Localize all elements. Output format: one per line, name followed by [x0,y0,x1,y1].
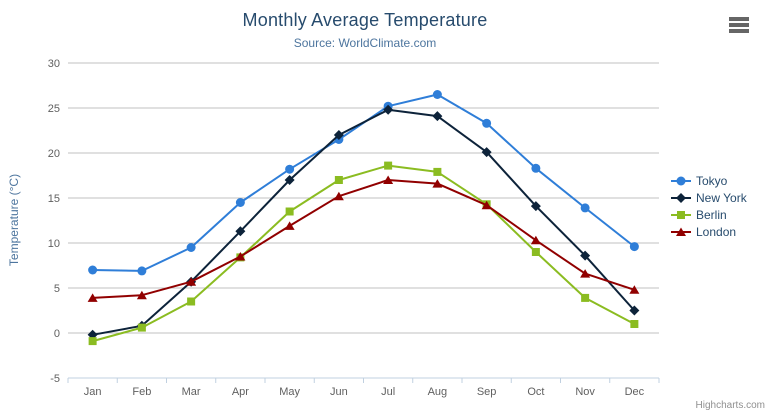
legend-label: New York [696,191,747,205]
credits-link[interactable]: Highcharts.com [695,400,765,411]
marker-tokyo[interactable] [88,265,98,275]
x-axis-label: Oct [527,386,544,398]
legend-symbol-square-icon [671,211,691,219]
marker-new-york[interactable] [432,111,443,122]
x-axis-label: Apr [232,386,249,398]
marker-berlin[interactable] [137,323,146,332]
legend-symbol-marker [676,193,686,203]
x-axis-label: Feb [132,386,151,398]
marker-london[interactable] [481,200,492,210]
y-axis-label: 15 [48,193,60,205]
y-axis-label: 25 [48,103,60,115]
legend-symbol-marker [677,211,685,219]
legend-label: London [696,225,737,239]
series-line-london[interactable] [92,179,635,299]
export-menu-icon[interactable] [729,17,749,33]
legend: Tokyo New York Berlin London [671,174,747,239]
series-line-tokyo[interactable] [92,93,635,272]
burger-bar [729,17,749,21]
x-axis-label: Jun [330,386,348,398]
marker-berlin[interactable] [88,337,97,346]
marker-london[interactable] [432,179,443,188]
legend-item-london[interactable]: London [671,225,747,239]
marker-berlin[interactable] [384,161,393,170]
burger-bar [729,23,749,27]
x-axis-label: Nov [575,386,595,398]
y-axis-label: 20 [48,148,60,160]
y-axis-label: -5 [50,373,60,385]
marker-london[interactable] [186,277,197,286]
x-axis-label: Mar [182,386,201,398]
legend-item-tokyo[interactable]: Tokyo [671,174,747,188]
x-axis-label: Dec [625,386,645,398]
marker-tokyo[interactable] [432,90,442,99]
marker-tokyo[interactable] [482,118,492,128]
marker-tokyo[interactable] [186,243,196,252]
marker-london[interactable] [530,235,541,245]
marker-london[interactable] [235,252,246,261]
y-axis-title: Temperature (°C) [7,173,21,267]
marker-london[interactable] [87,293,98,302]
marker-berlin[interactable] [581,293,590,302]
marker-london[interactable] [284,221,295,230]
marker-berlin[interactable] [433,167,442,176]
marker-tokyo[interactable] [531,163,541,173]
y-axis-label: 30 [48,58,60,70]
legend-symbol-diamond-icon [671,193,691,203]
legend-symbol-triangle-icon [671,227,691,236]
chart-title: Monthly Average Temperature [242,10,488,30]
x-axis-label: Aug [428,386,448,398]
marker-new-york[interactable] [284,175,295,185]
y-axis-label: 0 [54,328,60,340]
legend-item-berlin[interactable]: Berlin [671,208,747,222]
marker-tokyo[interactable] [629,242,639,252]
marker-new-york[interactable] [580,250,591,261]
marker-new-york[interactable] [530,201,541,212]
legend-symbol-marker [676,227,686,236]
marker-berlin[interactable] [334,176,343,184]
marker-berlin[interactable] [285,207,294,216]
legend-symbol-circle-icon [671,176,691,186]
marker-berlin[interactable] [630,320,639,328]
marker-tokyo[interactable] [580,203,590,213]
legend-label: Tokyo [696,174,728,188]
marker-berlin[interactable] [187,297,196,306]
marker-tokyo[interactable] [137,266,147,276]
chart-subtitle: Source: WorldClimate.com [293,36,437,50]
legend-item-new-york[interactable]: New York [671,191,747,205]
x-axis-label: Jan [84,386,102,398]
marker-london[interactable] [383,175,394,185]
marker-new-york[interactable] [629,305,640,316]
marker-new-york[interactable] [235,226,246,237]
marker-london[interactable] [580,269,591,278]
series-line-new-york[interactable] [92,108,636,336]
x-axis-label: Jul [381,386,395,398]
marker-new-york[interactable] [481,147,492,158]
x-axis-label: Sep [477,386,497,398]
marker-berlin[interactable] [531,248,540,256]
series-line-berlin[interactable] [92,164,635,343]
marker-london[interactable] [333,191,344,201]
marker-new-york[interactable] [383,104,394,115]
marker-tokyo[interactable] [285,164,295,174]
legend-symbol-marker [676,176,686,186]
y-axis-label: 10 [48,238,60,250]
burger-bar [729,29,749,33]
x-axis-label: May [279,386,300,398]
legend-label: Berlin [696,208,727,222]
marker-london[interactable] [136,290,147,300]
marker-new-york[interactable] [333,130,344,140]
marker-tokyo[interactable] [235,198,245,207]
marker-london[interactable] [629,285,640,294]
y-axis-label: 5 [54,283,60,295]
